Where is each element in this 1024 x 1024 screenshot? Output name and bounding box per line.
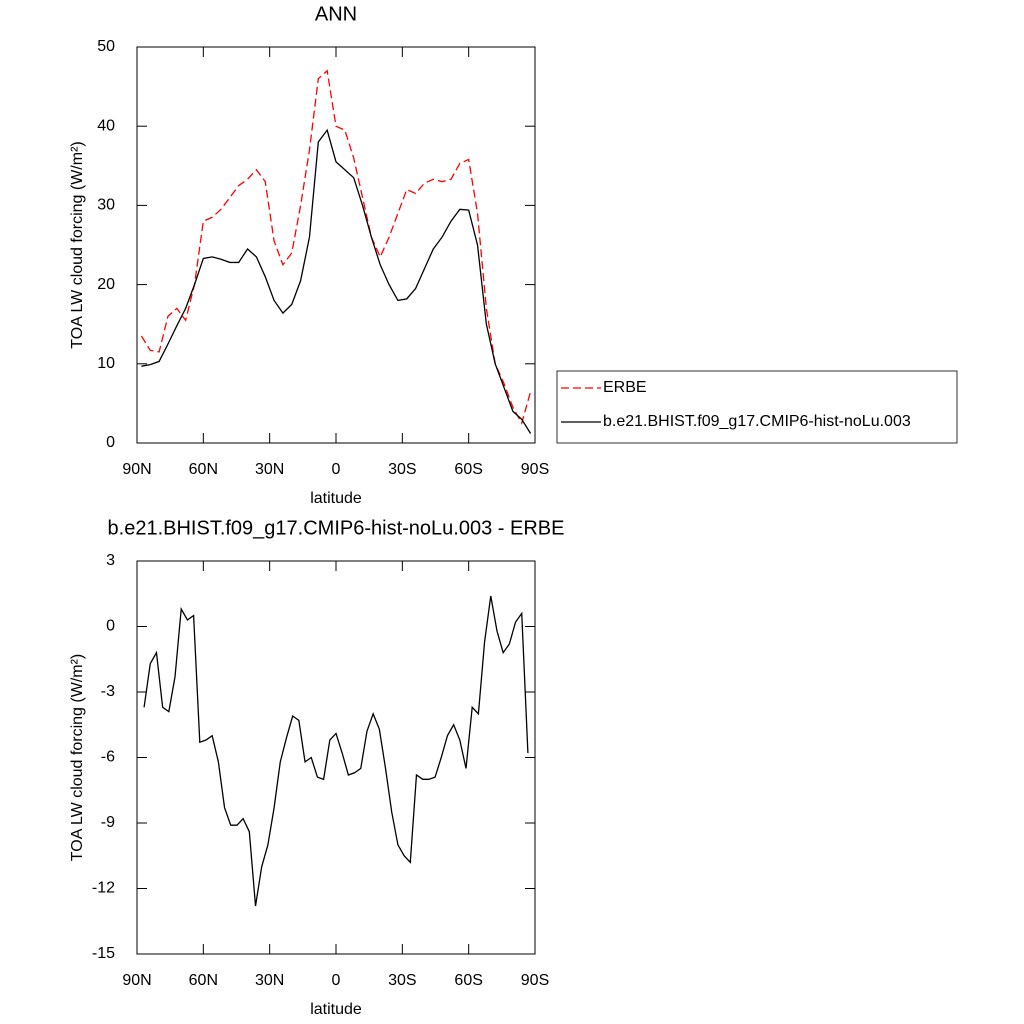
chart-title: ANN (315, 3, 357, 25)
data-line (143, 595, 529, 907)
legend-box (556, 370, 958, 444)
x-tick-label: 0 (332, 461, 341, 478)
x-axis-label: latitude (310, 490, 362, 507)
y-tick-label: 10 (97, 355, 115, 372)
plot-frame (136, 46, 536, 444)
y-tick-label: -15 (92, 945, 115, 962)
x-tick-label: 30S (388, 972, 416, 989)
legend-label: b.e21.BHIST.f09_g17.CMIP6-hist-noLu.003 (603, 413, 911, 430)
x-tick-label: 60S (454, 972, 482, 989)
y-tick-label: 3 (106, 552, 115, 569)
legend-label: ERBE (603, 379, 647, 396)
x-tick-label: 60S (454, 461, 482, 478)
x-axis-label: latitude (310, 1001, 362, 1018)
x-tick-label: 30N (255, 461, 284, 478)
data-line (140, 69, 532, 425)
x-tick-label: 0 (332, 972, 341, 989)
y-tick-label: -6 (101, 749, 115, 766)
x-tick-label: 90N (122, 461, 151, 478)
data-line (141, 128, 532, 434)
chart-title: b.e21.BHIST.f09_g17.CMIP6-hist-noLu.003 … (108, 517, 565, 539)
y-tick-label: 30 (97, 197, 115, 214)
y-tick-label: 20 (97, 276, 115, 293)
y-tick-label: -12 (92, 880, 115, 897)
y-tick-label: 0 (106, 434, 115, 451)
x-tick-label: 90S (521, 461, 549, 478)
y-axis-label: TOA LW cloud forcing (W/m²) (69, 141, 86, 348)
x-tick-label: 60N (189, 461, 218, 478)
y-tick-label: -9 (101, 814, 115, 831)
x-tick-label: 90N (122, 972, 151, 989)
y-tick-label: 0 (106, 618, 115, 635)
x-tick-label: 30S (388, 461, 416, 478)
x-tick-label: 90S (521, 972, 549, 989)
y-tick-label: 40 (97, 117, 115, 134)
x-tick-label: 30N (255, 972, 284, 989)
x-tick-label: 60N (189, 972, 218, 989)
y-tick-label: 50 (97, 38, 115, 55)
plot-frame (136, 560, 536, 955)
y-tick-label: -3 (101, 683, 115, 700)
y-axis-label: TOA LW cloud forcing (W/m²) (69, 654, 86, 861)
